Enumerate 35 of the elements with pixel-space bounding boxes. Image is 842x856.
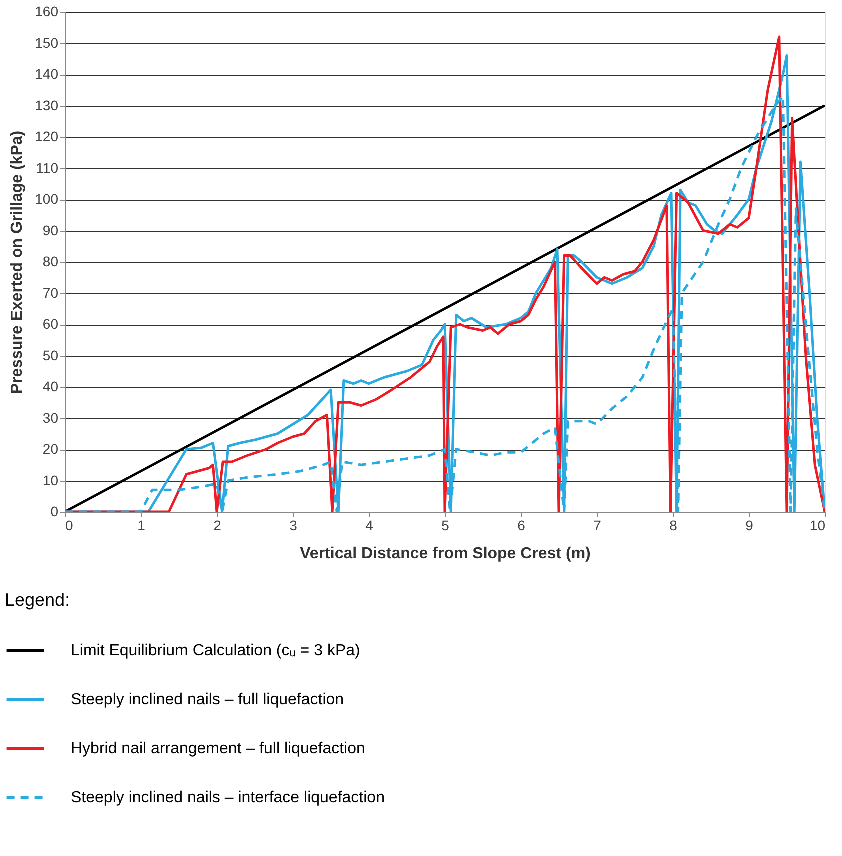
x-tick-label: 4 [366, 518, 374, 534]
y-axis-title: Pressure Exerted on Grillage (kPa) [9, 130, 26, 394]
x-tick-label: 5 [442, 518, 450, 534]
x-tick-label: 0 [66, 518, 74, 534]
legend-label: Steeply inclined nails – full liquefaction [71, 692, 344, 708]
y-tick-label: 30 [42, 410, 59, 426]
y-tick-label: 110 [36, 160, 59, 176]
y-tick-label: 100 [35, 191, 59, 207]
y-tick-label: 160 [35, 4, 59, 20]
x-tick-label: 6 [518, 518, 526, 534]
legend-label: Limit Equilibrium Calculation (cᵤ = 3 kPa) [71, 642, 360, 660]
y-tick-label: 130 [35, 97, 59, 114]
x-tick-label: 3 [290, 518, 298, 534]
x-tick-label: 2 [214, 518, 222, 534]
x-tick-label: 7 [594, 518, 602, 534]
y-tick-label: 60 [42, 316, 59, 332]
x-axis-title: Vertical Distance from Slope Crest (m) [300, 546, 591, 562]
y-tick-label: 150 [35, 34, 59, 51]
x-tick-label: 8 [670, 518, 678, 534]
legend-label: Hybrid nail arrangement – full liquefaction [71, 740, 366, 758]
y-tick-label: 40 [42, 378, 59, 394]
x-tick-label: 9 [746, 518, 754, 534]
y-tick-label: 120 [35, 128, 59, 144]
y-tick-label: 0 [50, 504, 59, 520]
y-tick-label: 90 [42, 222, 59, 238]
y-tick-label: 50 [42, 347, 59, 364]
y-tick-label: 140 [35, 66, 59, 82]
x-tick-label: 10 [810, 518, 826, 534]
y-tick-label: 80 [42, 254, 59, 270]
legend-label: Steeply inclined nails – interface liquefaction [71, 790, 385, 806]
x-tick-label: 1 [138, 518, 146, 534]
y-tick-label: 70 [42, 284, 59, 301]
y-tick-label: 20 [42, 441, 59, 457]
y-tick-label: 10 [42, 472, 59, 488]
legend-title: Legend: [5, 590, 70, 610]
